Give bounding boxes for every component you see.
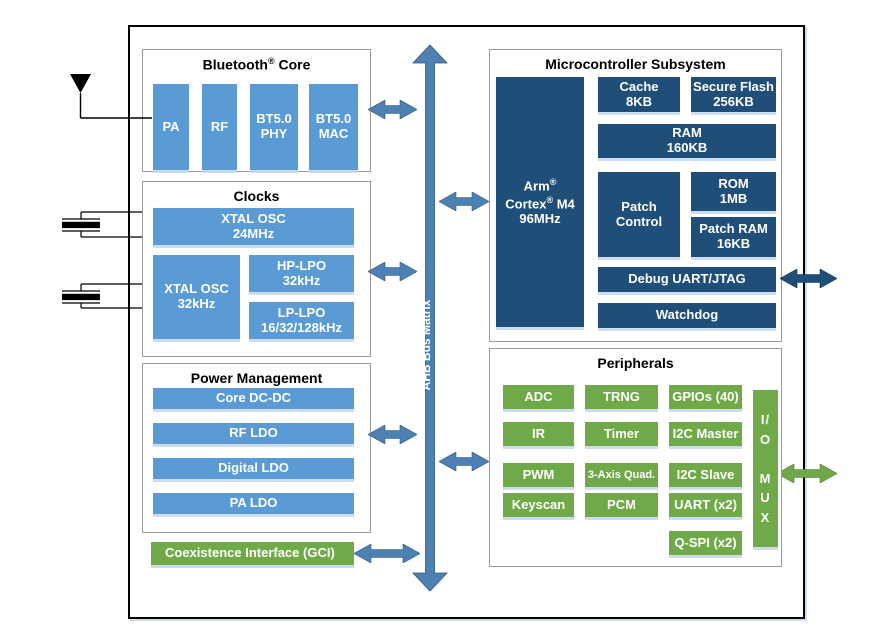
svg-text:AHB Bus Matrix: AHB Bus Matrix (419, 299, 433, 390)
